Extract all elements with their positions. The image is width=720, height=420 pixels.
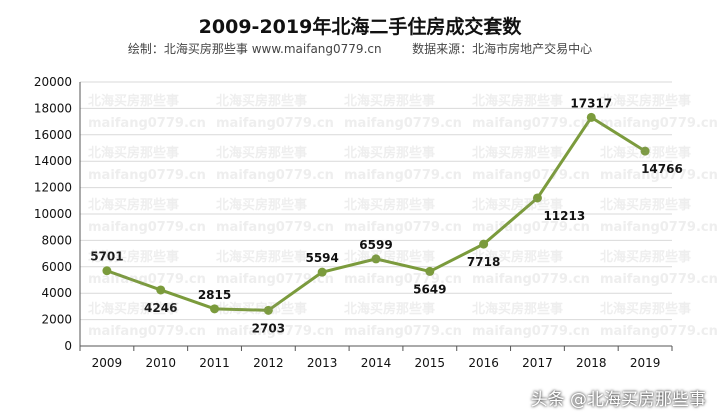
data-point [532,193,542,203]
subtitle-author: 绘制：北海买房那些事 www.maifang0779.cn [127,42,382,56]
data-point [479,239,489,249]
chart-title: 2009-2019年北海二手住房成交套数 [198,16,522,38]
x-tick-label: 2015 [415,356,446,370]
data-point [210,304,220,314]
data-label: 7718 [467,255,500,269]
x-tick-label: 2012 [253,356,284,370]
data-label: 5701 [90,250,123,264]
data-label: 11213 [543,209,585,223]
x-tick-label: 2010 [145,356,176,370]
y-tick-label: 6000 [41,260,72,274]
data-point [156,285,166,295]
data-point [586,112,596,122]
footer-watermark: 头条 @北海买房那些事 [530,390,706,410]
data-label: 4246 [144,301,177,315]
x-tick-label: 2014 [361,356,392,370]
x-tick-label: 2011 [199,356,230,370]
data-label: 5594 [305,251,338,265]
y-tick-label: 18000 [34,101,72,115]
x-tick-label: 2009 [92,356,123,370]
data-point [317,267,327,277]
data-label: 2703 [252,321,285,335]
y-tick-label: 20000 [34,75,72,89]
data-point [263,305,273,315]
data-label: 5649 [413,282,446,296]
x-tick-label: 2013 [307,356,338,370]
chart-subtitle: 绘制：北海买房那些事 www.maifang0779.cn 数据来源：北海市房地… [0,40,720,57]
data-label: 17317 [570,96,612,110]
data-label: 6599 [359,238,392,252]
y-tick-label: 12000 [34,181,72,195]
y-tick-label: 16000 [34,128,72,142]
grid-lines [80,81,672,321]
x-tick-label: 2019 [630,356,661,370]
x-tick-label: 2016 [468,356,499,370]
data-labels: 5701 4246 2815 2703 5594 6599 5649 7718 11213 173… [90,96,683,335]
subtitle-source: 数据来源：北海市房地产交易中心 [412,42,593,56]
data-point [640,146,650,156]
y-tick-label: 2000 [41,313,72,327]
y-tick-label: 10000 [34,207,72,221]
y-tick-label: 0 [64,339,72,353]
data-label: 14766 [641,162,683,176]
y-tick-label: 14000 [34,154,72,168]
data-point [371,254,381,264]
data-point [425,266,435,276]
y-tick-label: 4000 [41,286,72,300]
y-tick-label: 8000 [41,233,72,247]
data-point [102,266,112,276]
data-label: 2815 [198,288,231,302]
x-tick-label: 2018 [576,356,607,370]
x-tick-label: 2017 [522,356,553,370]
axes: 0 2000 4000 6000 8000 10000 12000 14000 16000 180… [34,75,673,370]
series-line [102,112,650,315]
